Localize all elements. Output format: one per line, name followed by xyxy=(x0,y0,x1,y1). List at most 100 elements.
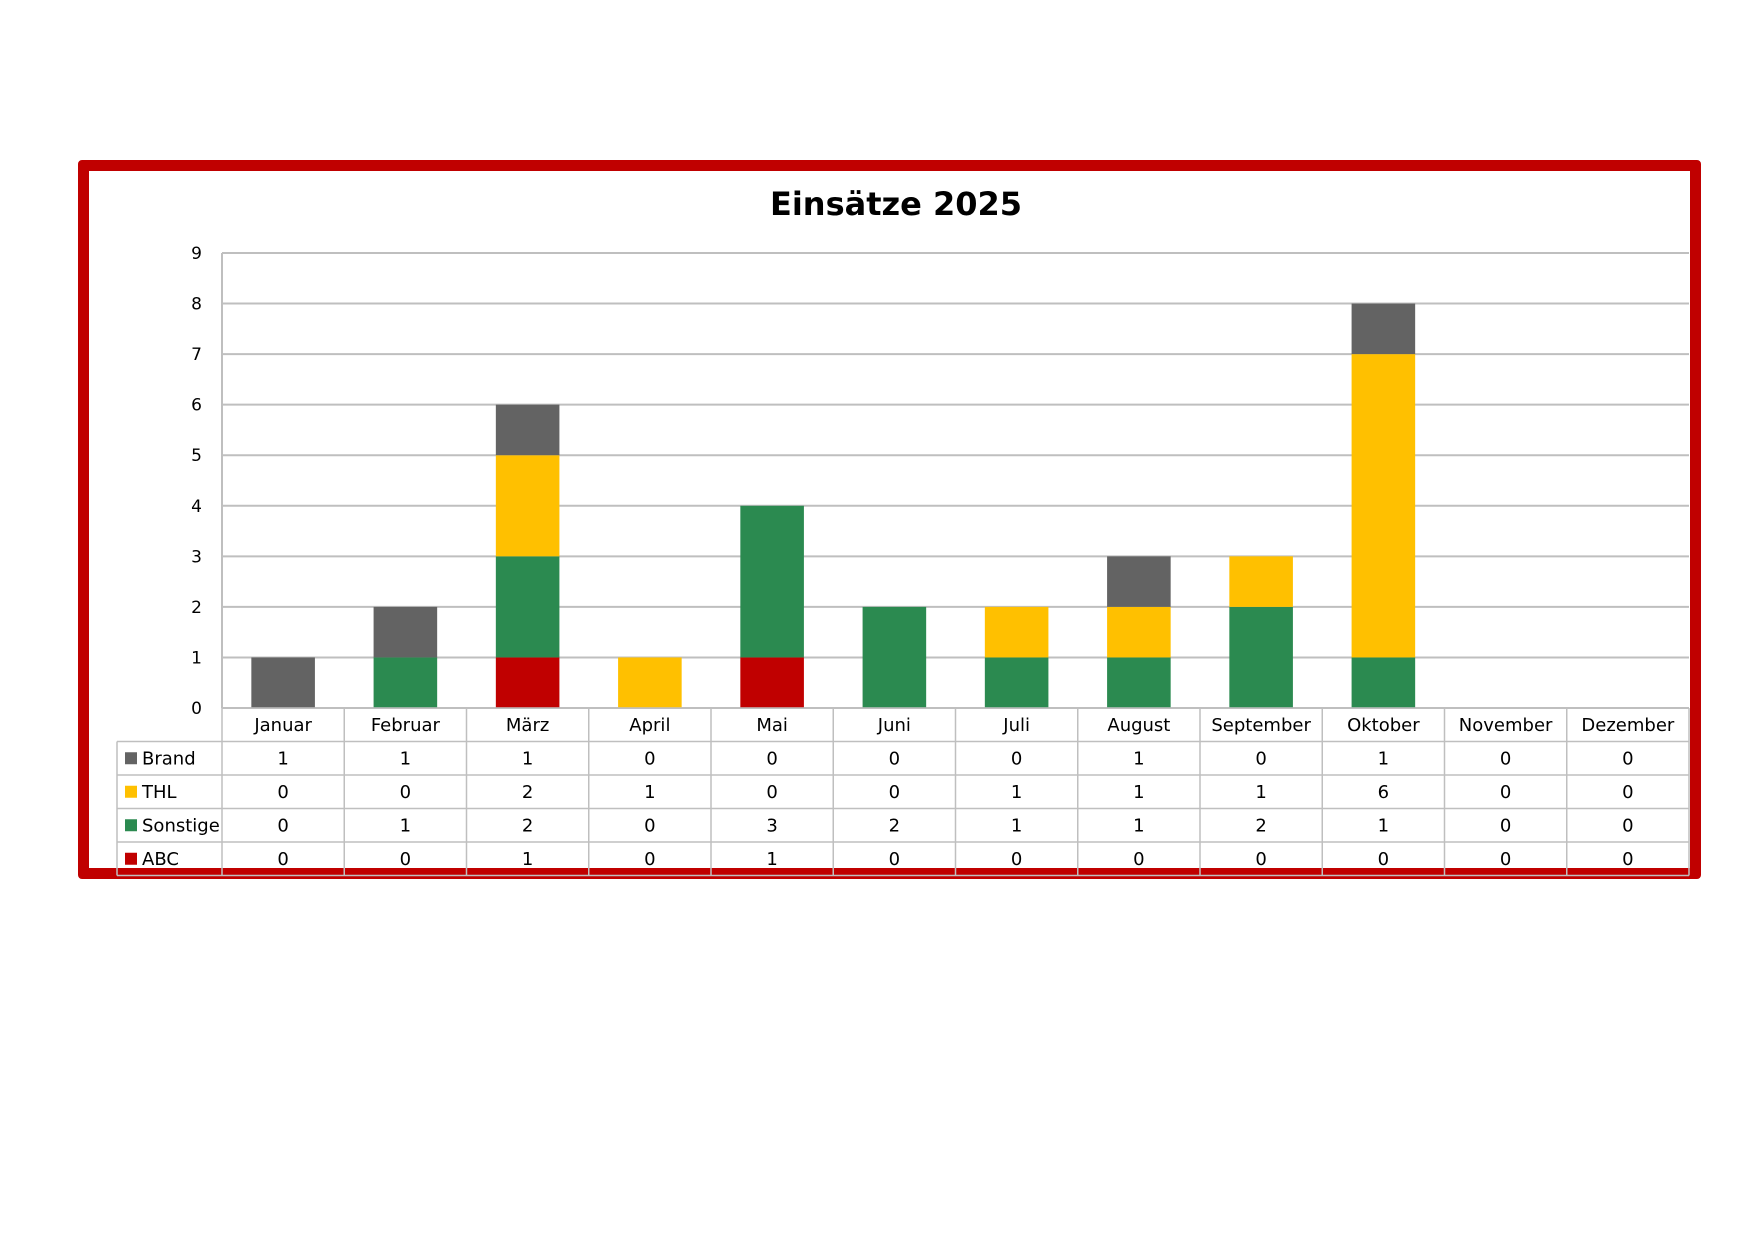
y-tick-label: 0 xyxy=(191,699,202,719)
data-label: 1 xyxy=(1011,782,1022,803)
data-label: 0 xyxy=(1255,748,1266,769)
data-label: 6 xyxy=(1378,782,1389,803)
y-tick-label: 5 xyxy=(191,446,202,466)
bar-sonstige-oktober xyxy=(1351,657,1416,708)
category-label: Juni xyxy=(877,715,911,736)
data-label: 0 xyxy=(766,748,777,769)
data-label: 2 xyxy=(1255,815,1266,836)
series-label: ABC xyxy=(142,849,179,870)
category-label: März xyxy=(506,715,549,736)
category-label: Oktober xyxy=(1347,715,1420,736)
category-label: September xyxy=(1211,715,1311,736)
data-label: 0 xyxy=(644,815,655,836)
category-label: Juli xyxy=(1002,715,1030,736)
data-label: 0 xyxy=(1622,782,1633,803)
data-label: 0 xyxy=(1500,849,1511,870)
bar-sonstige-mai xyxy=(740,505,804,658)
data-label: 0 xyxy=(644,748,655,769)
bar-sonstige-juni xyxy=(862,606,927,708)
chart-title: Einsätze 2025 xyxy=(770,185,1022,223)
bar-thl-juli xyxy=(984,606,1049,658)
bar-brand-februar xyxy=(373,606,438,658)
bar-thl-marz xyxy=(495,455,560,557)
bar-sonstige-februar xyxy=(373,657,438,708)
category-label: Dezember xyxy=(1581,715,1674,736)
y-tick-label: 3 xyxy=(191,547,202,567)
y-tick-label: 1 xyxy=(191,648,202,668)
data-label: 0 xyxy=(1255,849,1266,870)
bar-brand-oktober xyxy=(1351,303,1416,355)
data-label: 0 xyxy=(277,849,288,870)
y-tick-label: 8 xyxy=(191,295,202,315)
bar-sonstige-juli xyxy=(984,657,1049,708)
data-label: 0 xyxy=(1622,815,1633,836)
category-label: November xyxy=(1459,715,1553,736)
category-label: Mai xyxy=(756,715,788,736)
data-label: 3 xyxy=(766,815,777,836)
y-tick-label: 2 xyxy=(191,598,202,618)
data-label: 0 xyxy=(1378,849,1389,870)
data-label: 0 xyxy=(1500,748,1511,769)
category-label: Februar xyxy=(371,715,441,736)
bar-sonstige-august xyxy=(1107,657,1171,708)
bar-brand-august xyxy=(1107,556,1171,607)
bar-thl-august xyxy=(1107,606,1171,658)
data-label: 1 xyxy=(1011,815,1022,836)
y-tick-label: 4 xyxy=(191,497,202,517)
bar-sonstige-marz xyxy=(495,556,560,658)
data-label: 0 xyxy=(277,815,288,836)
data-label: 2 xyxy=(522,782,533,803)
bar-brand-januar xyxy=(251,657,315,708)
bar-abc-marz xyxy=(495,657,560,708)
data-label: 1 xyxy=(1378,815,1389,836)
data-label: 1 xyxy=(644,782,655,803)
data-label: 1 xyxy=(522,748,533,769)
category-label: August xyxy=(1107,715,1170,736)
y-tick-label: 9 xyxy=(191,244,202,264)
data-label: 0 xyxy=(1011,849,1022,870)
chart-frame xyxy=(78,160,1701,879)
data-label: 0 xyxy=(1622,748,1633,769)
series-label: Brand xyxy=(142,748,196,769)
data-label: 0 xyxy=(400,782,411,803)
y-tick-label: 7 xyxy=(191,345,202,365)
data-label: 1 xyxy=(1133,782,1144,803)
bar-abc-mai xyxy=(740,657,804,708)
bar-thl-oktober xyxy=(1351,354,1416,658)
category-label: Januar xyxy=(253,715,312,736)
data-label: 0 xyxy=(766,782,777,803)
data-label: 1 xyxy=(277,748,288,769)
data-label: 0 xyxy=(889,849,900,870)
data-label: 0 xyxy=(1622,849,1633,870)
series-label: THL xyxy=(141,782,177,803)
data-label: 0 xyxy=(400,849,411,870)
data-label: 0 xyxy=(1133,849,1144,870)
data-label: 1 xyxy=(1133,748,1144,769)
bar-brand-marz xyxy=(495,404,560,456)
data-label: 1 xyxy=(766,849,777,870)
data-label: 1 xyxy=(522,849,533,870)
data-label: 0 xyxy=(277,782,288,803)
data-label: 0 xyxy=(644,849,655,870)
data-label: 1 xyxy=(400,815,411,836)
legend-key-brand xyxy=(125,752,137,765)
data-label: 2 xyxy=(522,815,533,836)
data-label: 0 xyxy=(889,748,900,769)
category-label: April xyxy=(629,715,670,736)
legend-key-abc xyxy=(125,852,137,865)
data-label: 1 xyxy=(1255,782,1266,803)
data-label: 1 xyxy=(1133,815,1144,836)
series-label: Sonstige xyxy=(142,815,220,836)
data-label: 0 xyxy=(1500,782,1511,803)
bar-thl-september xyxy=(1229,556,1293,607)
bar-thl-april xyxy=(618,657,682,708)
data-label: 0 xyxy=(1011,748,1022,769)
data-label: 1 xyxy=(400,748,411,769)
data-label: 0 xyxy=(889,782,900,803)
bar-sonstige-september xyxy=(1229,606,1293,708)
legend-key-thl xyxy=(125,785,137,798)
data-label: 1 xyxy=(1378,748,1389,769)
data-label: 0 xyxy=(1500,815,1511,836)
data-label: 2 xyxy=(889,815,900,836)
